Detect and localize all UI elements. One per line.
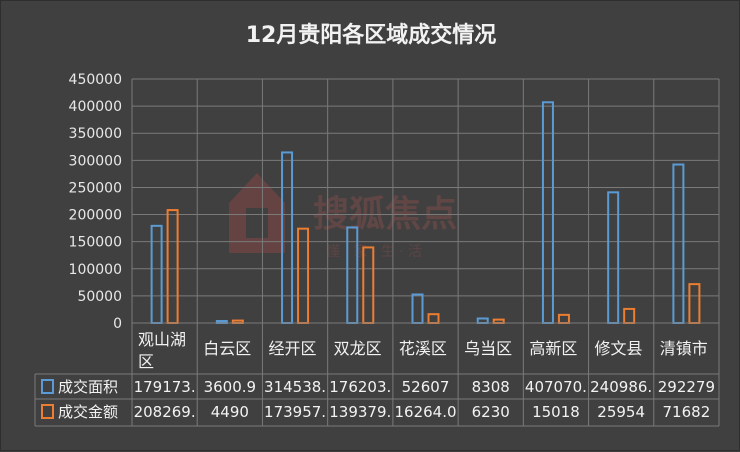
table-value-cell: 173957. <box>264 403 326 421</box>
bar-area <box>672 163 685 324</box>
watermark-logo-icon <box>229 173 285 253</box>
bar-amount <box>166 209 179 324</box>
table-value-cell: 6230 <box>472 403 510 421</box>
watermark-house-door <box>246 208 268 238</box>
table-value-cell: 15018 <box>532 403 580 421</box>
bar-amount <box>623 307 636 324</box>
legend-key-area <box>41 379 54 394</box>
table-value-cell: 407070. <box>525 378 587 396</box>
bar-amount <box>557 313 570 324</box>
legend-label: 成交金额 <box>58 403 118 421</box>
legend-key-amount <box>41 404 54 419</box>
bar-amount <box>297 227 310 324</box>
table-value-cell: 179173. <box>134 378 196 396</box>
table-value-cell: 52607 <box>402 378 450 396</box>
bar-area <box>150 224 163 324</box>
table-value-cell: 4490 <box>211 403 249 421</box>
table-value-cell: 208269. <box>134 403 196 421</box>
bar-area <box>541 101 554 324</box>
table-value-cell: 3600.9 <box>204 378 257 396</box>
category-label: 经开区 <box>268 339 316 358</box>
category-label-wrap: 区 <box>138 352 154 371</box>
y-tick-label: 50000 <box>77 289 122 305</box>
y-tick-label: 250000 <box>69 180 122 196</box>
table-value-cell: 292279 <box>658 378 715 396</box>
category-label: 花溪区 <box>399 339 447 358</box>
table-value-cell: 16264.0 <box>394 403 456 421</box>
y-tick-label: 0 <box>113 316 122 332</box>
y-tick-label: 400000 <box>69 99 122 115</box>
bar-area <box>411 293 424 324</box>
bar-area <box>476 317 489 324</box>
chart-title: 12月贵阳各区域成交情况 <box>246 22 497 48</box>
gridlines <box>131 78 720 426</box>
category-label: 乌当区 <box>464 339 512 358</box>
y-axis-ticks: 0 50000 100000 150000 200000 250000 300000 3500… <box>69 72 122 332</box>
y-tick-label: 350000 <box>69 126 122 142</box>
table-value-cell: 8308 <box>472 378 510 396</box>
y-tick-label: 150000 <box>69 235 122 251</box>
table-value-cell: 25954 <box>597 403 645 421</box>
bar-area <box>607 191 620 324</box>
table-value-cell: 314538. <box>264 378 326 396</box>
category-label: 清镇市 <box>660 339 708 358</box>
y-tick-label: 300000 <box>69 153 122 169</box>
table-value-cell: 240986. <box>590 378 652 396</box>
bar-amount <box>427 313 440 325</box>
table-value-cell: 139379. <box>329 403 391 421</box>
category-label: 观山湖 <box>138 330 186 349</box>
y-tick-label: 200000 <box>69 208 122 224</box>
category-label: 双龙区 <box>334 339 382 358</box>
bar-amount <box>492 318 505 324</box>
table-value-cell: 71682 <box>663 403 711 421</box>
y-tick-label: 450000 <box>69 72 122 88</box>
y-tick-label: 100000 <box>69 262 122 278</box>
category-label: 高新区 <box>529 339 577 358</box>
legend-label: 成交面积 <box>58 378 118 396</box>
bar-amount <box>688 283 701 324</box>
category-label: 白云区 <box>203 339 251 358</box>
table-value-cell: 176203. <box>329 378 391 396</box>
category-label: 修文县 <box>595 339 643 358</box>
